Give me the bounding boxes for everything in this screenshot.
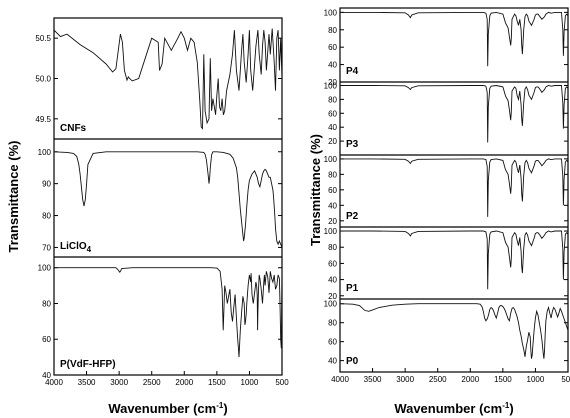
right-panel-4: 100 80 60 40 P0 [324, 298, 568, 367]
y-tick-label: 20 [328, 217, 337, 226]
y-tick-label: 80 [42, 212, 51, 221]
x-tick-label: 3500 [364, 375, 382, 384]
spectrum-line-cnfs [54, 28, 282, 130]
spectrum-line-p0 [340, 303, 568, 359]
y-tick-label: 60 [42, 335, 51, 344]
x-axis-label: Wavenumber (cm-1) [394, 401, 513, 416]
y-tick-label: 100 [324, 155, 338, 164]
y-tick-label: 60 [328, 43, 337, 52]
y-tick-label: 50.5 [35, 34, 51, 43]
spectrum-line-p4 [340, 11, 568, 67]
y-tick-label: 20 [328, 78, 337, 87]
left-figure-group: 50.5 50.0 49.5 CNFs 100 90 80 70 LiClO4 100 80 60 40… [6, 17, 289, 416]
right-panel-1: 100 80 60 40 20 P3 [324, 81, 568, 150]
y-tick-label: 20 [328, 292, 337, 301]
panel-label: LiClO4 [60, 241, 92, 254]
y-tick-label: 80 [328, 243, 337, 252]
spectrum-line-p1 [340, 230, 568, 290]
x-tick-label: 1500 [494, 375, 512, 384]
x-tick-label: 3500 [78, 378, 96, 387]
y-tick-label: 80 [328, 319, 337, 328]
y-tick-label: 40 [328, 357, 337, 366]
y-tick-label: 100 [38, 148, 52, 157]
panel-label: P4 [346, 66, 359, 77]
x-tick-label: 500 [561, 375, 570, 384]
y-tick-label: 40 [42, 371, 51, 380]
panel-label: P0 [346, 356, 359, 367]
y-axis-label: Transmittance (%) [6, 141, 21, 253]
spectrum-line-liclo [54, 151, 282, 248]
left-frame [53, 17, 283, 376]
y-tick-label: 100 [324, 8, 338, 17]
y-tick-label: 80 [42, 299, 51, 308]
x-tick-label: 2000 [461, 375, 479, 384]
y-tick-label: 40 [328, 61, 337, 70]
left-panel-0: 50.5 50.0 49.5 CNFs [35, 28, 282, 134]
y-tick-label: 49.5 [35, 115, 51, 124]
panel-label: CNFs [60, 123, 87, 134]
panel-label: P2 [346, 211, 359, 222]
y-tick-label: 40 [328, 276, 337, 285]
x-tick-label: 1000 [241, 378, 259, 387]
x-axis-label: Wavenumber (cm-1) [108, 401, 227, 416]
left-panel-1: 100 90 80 70 LiClO4 [38, 138, 282, 254]
panel-label: P(VdF-HFP) [60, 359, 116, 370]
spectrum-line-p3 [340, 85, 568, 143]
y-tick-label: 50.0 [35, 75, 51, 84]
x-tick-label: 2500 [143, 378, 161, 387]
right-panel-3: 100 80 60 40 20 P1 [324, 226, 568, 301]
y-tick-label: 100 [38, 264, 52, 273]
y-tick-label: 80 [328, 170, 337, 179]
panel-label: P1 [346, 283, 359, 294]
spectrum-line-p-vdf-hfp- [54, 267, 282, 358]
y-tick-label: 100 [324, 81, 338, 90]
y-tick-label: 70 [42, 243, 51, 252]
y-tick-label: 100 [324, 300, 338, 309]
x-tick-label: 4000 [45, 378, 63, 387]
right-frame [339, 7, 569, 373]
y-tick-label: 60 [328, 186, 337, 195]
y-tick-label: 90 [42, 180, 51, 189]
y-tick-label: 40 [328, 201, 337, 210]
spectrum-line-p2 [340, 158, 568, 217]
y-tick-label: 80 [328, 26, 337, 35]
x-tick-label: 4000 [331, 375, 349, 384]
x-tick-label: 1000 [527, 375, 545, 384]
y-tick-label: 40 [328, 123, 337, 132]
y-axis-label: Transmittance (%) [308, 134, 323, 246]
right-panel-2: 100 80 60 40 20 P2 [324, 154, 568, 226]
right-panel-0: 100 80 60 40 20 P4 [324, 8, 568, 87]
panel-label: P3 [346, 139, 359, 150]
x-tick-label: 500 [275, 378, 289, 387]
y-tick-label: 20 [328, 137, 337, 146]
y-tick-label: 60 [328, 338, 337, 347]
x-tick-label: 3000 [110, 378, 128, 387]
y-tick-label: 60 [328, 109, 337, 118]
x-tick-label: 1500 [208, 378, 226, 387]
x-tick-label: 2500 [429, 375, 447, 384]
x-tick-label: 3000 [396, 375, 414, 384]
y-tick-label: 100 [324, 227, 338, 236]
x-tick-label: 2000 [175, 378, 193, 387]
y-tick-label: 80 [328, 95, 337, 104]
y-tick-label: 60 [328, 259, 337, 268]
left-panel-2: 100 80 60 40 P(VdF-HFP) [38, 256, 282, 380]
